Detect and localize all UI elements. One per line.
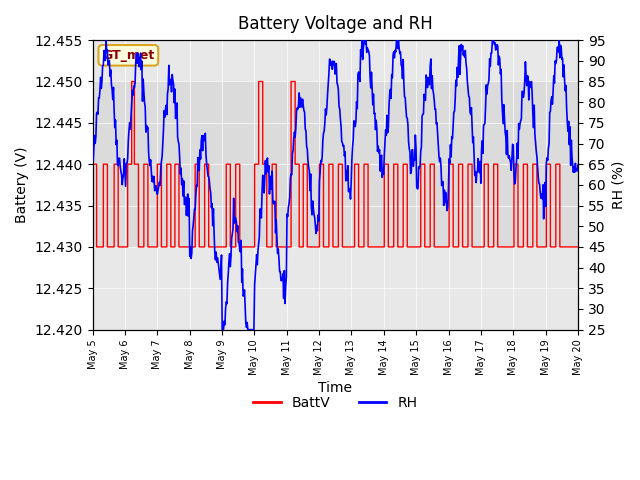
Title: Battery Voltage and RH: Battery Voltage and RH — [238, 15, 433, 33]
Y-axis label: Battery (V): Battery (V) — [15, 147, 29, 223]
Legend: BattV, RH: BattV, RH — [248, 390, 423, 415]
Y-axis label: RH (%): RH (%) — [611, 161, 625, 209]
Text: GT_met: GT_met — [102, 49, 154, 62]
X-axis label: Time: Time — [318, 381, 352, 395]
Bar — [93, 82, 578, 247]
